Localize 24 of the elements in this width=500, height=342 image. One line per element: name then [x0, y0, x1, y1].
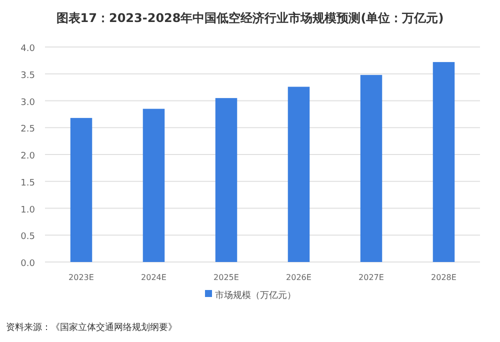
bar: [142, 108, 165, 262]
y-tick-label: 4.0: [20, 44, 36, 54]
x-tick-label: 2025E: [214, 273, 239, 282]
y-tick-label: 3.5: [20, 70, 35, 81]
bar: [432, 62, 455, 262]
bar: [70, 118, 92, 262]
y-tick-label: 1.5: [20, 178, 35, 188]
y-tick-label: 0.5: [20, 232, 35, 242]
x-tick-label: 2028E: [431, 273, 456, 282]
y-tick-label: 0.0: [20, 259, 36, 269]
y-tick-label: 2.0: [20, 152, 36, 162]
x-tick-label: 2023E: [68, 273, 94, 282]
bar: [360, 74, 382, 262]
x-tick-label: 2027E: [358, 273, 384, 282]
x-tick-label: 2024E: [141, 273, 166, 282]
text: 资料来源：《国家立体交通网络规划纲要》: [6, 322, 177, 333]
bar: [215, 98, 238, 262]
chart-title: 图表17：2023-2028年中国低空经济行业市场规模预测(单位：万亿元): [56, 11, 444, 25]
x-tick-label: 2026E: [286, 273, 312, 282]
y-tick-label: 3.0: [20, 98, 36, 108]
legend-label: 市场规模（万亿元）: [215, 290, 296, 301]
y-tick-label: 2.5: [20, 124, 35, 135]
y-tick-label: 1.0: [20, 205, 36, 216]
bar: [288, 86, 310, 262]
